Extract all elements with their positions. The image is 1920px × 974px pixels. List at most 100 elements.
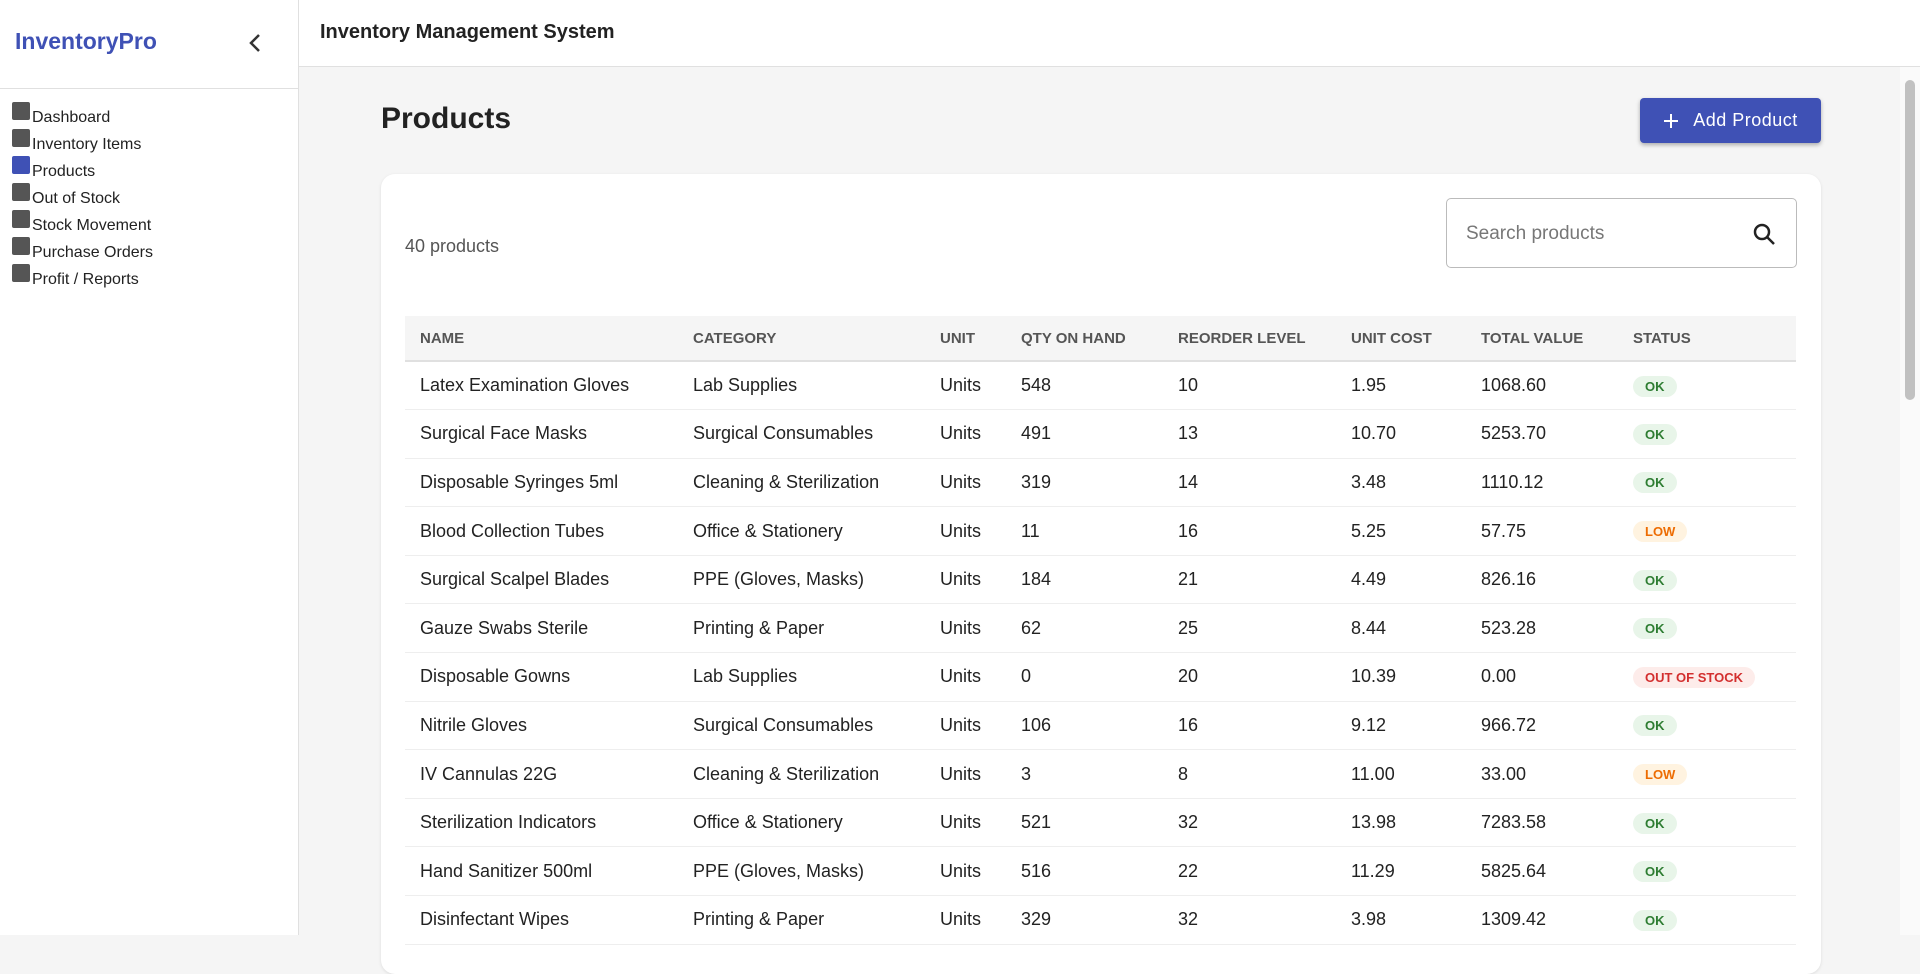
table-cell: 106 [1006,701,1163,751]
table-cell: 1110.12 [1466,458,1618,508]
nav-item[interactable]: Out of Stock [10,181,289,208]
nav-icon [12,210,30,228]
nav-item[interactable]: Purchase Orders [10,235,289,262]
table-row[interactable]: Nitrile Gloves Surgical Consumables Units 1… [405,701,1796,751]
table-cell: Units [925,895,1006,945]
status-pill: OK [1633,861,1677,883]
status-pill: OUT OF STOCK [1633,666,1755,688]
table-cell: 966.72 [1466,701,1618,751]
status-pill: LOW [1633,764,1688,786]
column-header: NAME [405,316,678,362]
table-cell: Office & Stationery [678,506,925,556]
table-cell: 20 [1163,652,1336,702]
scroll-thumb[interactable] [1905,80,1915,400]
table-cell: Surgical Scalpel Blades [405,555,678,605]
search-placeholder: Search products [1466,223,1605,244]
column-header: TOTAL VALUE [1466,316,1618,362]
table-cell: OK [1618,361,1796,411]
nav-item[interactable]: Dashboard [10,100,289,127]
table-row[interactable]: Sterilization Indicators Office & Station… [405,798,1796,848]
nav-icon [12,237,30,255]
nav-icon [12,156,30,174]
column-header: STATUS [1618,316,1796,362]
products-table: NAME CATEGORY UNIT QTY ON HAND REORDER LEVEL… [405,316,1796,945]
table-row[interactable]: IV Cannulas 22G Cleaning & Sterilization U… [405,749,1796,799]
table-cell: 21 [1163,555,1336,605]
table-row[interactable]: Latex Examination Gloves Lab Supplies Unit… [405,361,1796,411]
column-header: CATEGORY [678,316,925,362]
table-cell: Printing & Paper [678,603,925,654]
table-cell: 329 [1006,895,1163,945]
table-cell: 16 [1163,506,1336,556]
collapse-button[interactable] [245,30,265,56]
table-cell: Disinfectant Wipes [405,895,678,945]
table-cell: 826.16 [1466,555,1618,605]
table-cell: Units [925,846,1006,897]
table-row[interactable]: Surgical Scalpel Blades PPE (Gloves, Mask… [405,555,1796,605]
table-row[interactable]: Disposable Gowns Lab Supplies Units 0 20 10.3… [405,652,1796,702]
table-cell: 319 [1006,458,1163,508]
table-cell: OK [1618,701,1796,751]
table-cell: 184 [1006,555,1163,605]
table-cell: Cleaning & Sterilization [678,458,925,508]
table-cell: LOW [1618,506,1796,556]
table-cell: 11.00 [1336,749,1466,799]
table-cell: 8.44 [1336,603,1466,654]
divider [0,88,299,89]
nav-label: Products [32,163,96,180]
table-row[interactable]: Surgical Face Masks Surgical Consumables U… [405,409,1796,459]
table-cell: 13.98 [1336,798,1466,848]
status-pill: OK [1633,909,1677,931]
nav-icon [12,264,30,282]
search-box[interactable]: Search products [1446,198,1797,268]
nav: Dashboard Inventory Items Products Out of S… [10,100,289,289]
table-cell: Lab Supplies [678,361,925,411]
table-cell: Units [925,701,1006,751]
table-cell: Gauze Swabs Sterile [405,603,678,654]
table-cell: 8 [1163,749,1336,799]
table-cell: 523.28 [1466,603,1618,654]
table-cell: 9.12 [1336,701,1466,751]
table-cell: Latex Examination Gloves [405,361,678,411]
table-cell: PPE (Gloves, Masks) [678,846,925,897]
add-button[interactable]: Add Product [1640,98,1821,143]
nav-item[interactable]: Inventory Items [10,127,289,154]
table-cell: Office & Stationery [678,798,925,848]
column-header: QTY ON HAND [1006,316,1163,362]
table-cell: 5253.70 [1466,409,1618,459]
table-cell: 1068.60 [1466,361,1618,411]
table-cell: 1309.42 [1466,895,1618,945]
table-cell: Surgical Face Masks [405,409,678,459]
table-row[interactable]: Gauze Swabs Sterile Printing & Paper Units… [405,603,1796,654]
table-row[interactable]: Hand Sanitizer 500ml PPE (Gloves, Masks) U… [405,846,1796,897]
table-cell: Units [925,506,1006,556]
nav-item[interactable]: Profit / Reports [10,262,289,289]
sidebar: InventoryPro Dashboard Inventory Items Pro… [0,0,299,935]
nav-item[interactable]: Products [10,154,289,181]
nav-icon [12,102,30,120]
table-cell: Units [925,409,1006,459]
table-cell: 11 [1006,506,1163,556]
table-row[interactable]: Disinfectant Wipes Printing & Paper Units 3… [405,895,1796,945]
status-pill: OK [1633,618,1677,640]
table-cell: OUT OF STOCK [1618,652,1796,702]
table-cell: 5825.64 [1466,846,1618,897]
table-cell: 22 [1163,846,1336,897]
product-count: 40 products [405,236,500,256]
table-cell: Units [925,361,1006,411]
table-cell: 516 [1006,846,1163,897]
table-cell: OK [1618,458,1796,508]
column-header: UNIT COST [1336,316,1466,362]
brand[interactable]: InventoryPro [15,28,157,54]
nav-item[interactable]: Stock Movement [10,208,289,235]
table-row[interactable]: Blood Collection Tubes Office & Stationer… [405,506,1796,556]
table-cell: OK [1618,409,1796,459]
table-cell: 13 [1163,409,1336,459]
table-cell: Units [925,458,1006,508]
table-row[interactable]: Disposable Syringes 5ml Cleaning & Steril… [405,458,1796,508]
table-cell: 0 [1006,652,1163,702]
table-cell: 32 [1163,798,1336,848]
nav-icon [12,129,30,147]
table-cell: Units [925,603,1006,654]
nav-icon [12,183,30,201]
